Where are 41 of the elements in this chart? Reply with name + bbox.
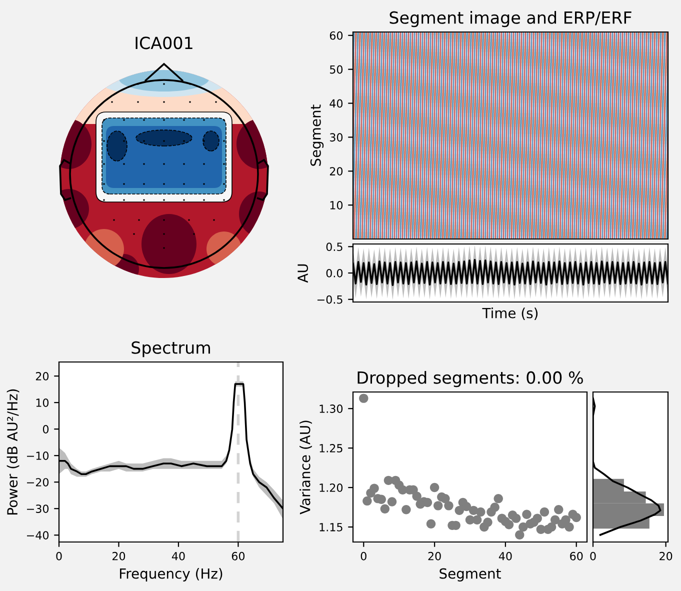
x-tick-label: 20	[428, 552, 441, 560]
y-tick-label: 0.0	[326, 268, 343, 278]
x-tick-label: 40	[172, 552, 185, 560]
y-tick-label: 20	[330, 167, 343, 176]
x-tick-label: 0	[360, 552, 366, 560]
y-axis-title: Variance (AU)	[300, 420, 312, 514]
y-tick-label: 1.20	[320, 484, 343, 492]
y-tick-label: 1.15	[320, 523, 342, 532]
x-tick-label: 60	[232, 552, 245, 560]
y-tick-label: 1.25	[320, 444, 342, 452]
chart-title: Spectrum	[132, 341, 210, 358]
y-tick-label: −20	[27, 478, 49, 486]
x-tick-label: 20	[112, 552, 126, 560]
y-tick-label: 0	[42, 425, 49, 434]
y-tick-label: −30	[27, 504, 49, 513]
y-tick-label: 10	[330, 201, 343, 210]
y-tick-label: 0.5	[326, 242, 342, 252]
chart-title: Dropped segments: 0.00 %	[358, 371, 583, 388]
x-tick-label: 60	[570, 552, 583, 560]
text: ICA001	[136, 36, 192, 50]
x-tick-label: 40	[498, 552, 512, 560]
y-tick-label: 50	[330, 65, 343, 74]
y-tick-label: 60	[330, 31, 343, 40]
y-tick-label: 30	[330, 133, 343, 142]
y-tick-label: −0.5	[317, 295, 342, 304]
chart-title: Segment image and ERP/ERF	[390, 11, 632, 28]
x-axis-title: Frequency (Hz)	[120, 568, 222, 582]
y-axis-title: AU	[298, 264, 308, 283]
x-tick-label: 0	[590, 552, 596, 560]
x-tick-label: 20	[660, 552, 672, 560]
y-tick-label: 1.30	[320, 404, 343, 413]
x-tick-label: 0	[56, 552, 62, 560]
y-axis-title: Power (dB AU²/Hz)	[6, 389, 20, 514]
y-axis-title: Segment	[310, 104, 324, 166]
y-tick-label: −10	[27, 452, 49, 460]
y-tick-label: 10	[36, 398, 49, 407]
y-tick-label: −40	[27, 531, 49, 540]
y-tick-label: 20	[36, 372, 49, 380]
x-axis-title: Segment	[440, 568, 501, 582]
y-tick-label: 40	[330, 99, 343, 108]
x-axis-title: Time (s)	[482, 308, 538, 320]
